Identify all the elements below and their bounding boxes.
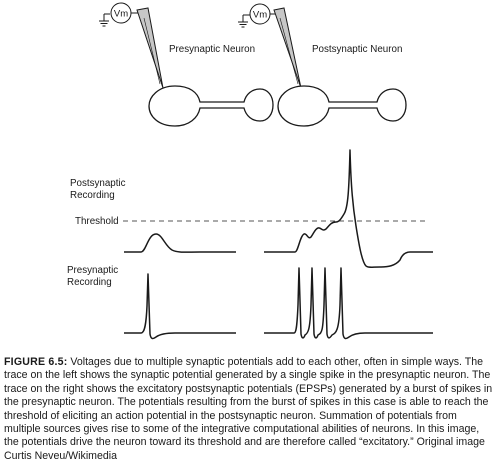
postsynaptic-trace-summated-epsps [264,149,433,268]
presynaptic-neuron-shape [148,85,274,127]
left-voltmeter-label: Vm [114,9,128,20]
threshold-label: Threshold [75,216,119,227]
postsynaptic-recording-label-line2: Recording [70,190,115,201]
right-electrode-pipette [273,7,302,89]
figure-caption-label: FIGURE 6.5: [4,356,68,368]
presynaptic-trace-single-spike [124,273,236,340]
right-voltmeter-label: Vm [253,10,267,21]
figure-caption: FIGURE 6.5: Voltages due to multiple syn… [4,356,494,463]
postsynaptic-neuron-label: Postsynaptic Neuron [312,44,402,55]
presynaptic-recording-label-line2: Recording [67,277,112,288]
figure-caption-text: Voltages due to multiple synaptic potent… [4,356,493,462]
presynaptic-neuron-label: Presynaptic Neuron [169,44,255,55]
right-recording-electrode [238,3,302,89]
postsynaptic-neuron-shape [277,85,407,127]
synaptic-summation-diagram: Vm Vm Presynaptic Neuron Postsynaptic Ne… [67,2,433,340]
postsynaptic-trace-single-epsp [124,233,236,253]
presynaptic-recording-label-line1: Presynaptic [67,265,118,276]
postsynaptic-recording-label-line1: Postsynaptic [70,178,126,189]
left-electrode-pipette [136,7,164,89]
presynaptic-trace-spike-burst [264,267,433,340]
left-recording-electrode [99,2,164,89]
